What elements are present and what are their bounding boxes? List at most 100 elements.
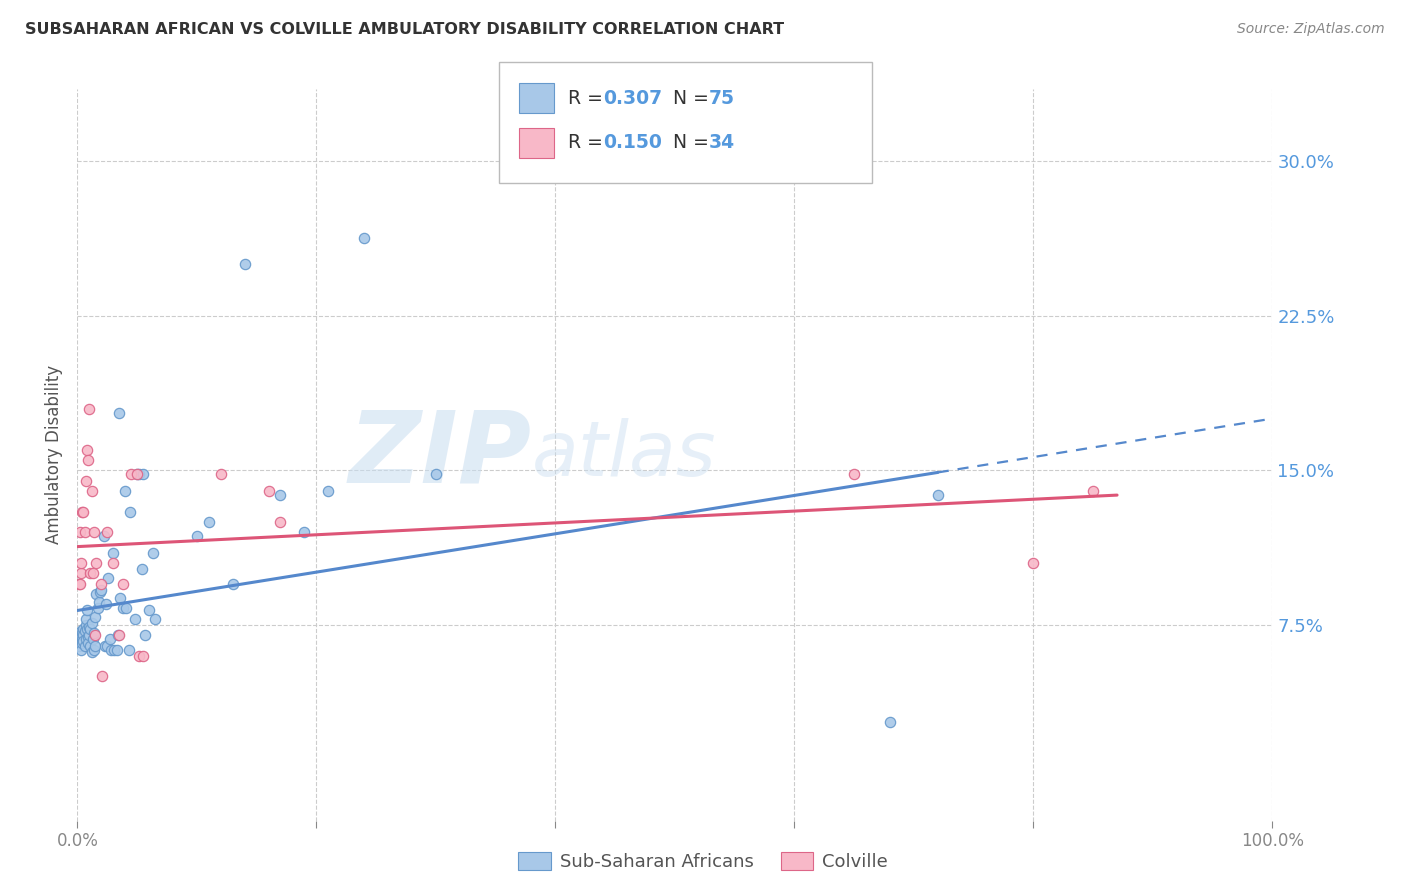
Point [84, 628, 107, 642]
Point [72, 634, 94, 648]
Point [186, 529, 208, 543]
Point [84, 639, 107, 653]
Point [67, 576, 90, 591]
Point [69, 632, 91, 647]
Point [844, 467, 866, 482]
Point [76, 622, 98, 636]
Point [115, 601, 138, 615]
Point [79, 401, 101, 416]
Point [80, 483, 103, 498]
Point [111, 601, 134, 615]
Point [75, 632, 97, 647]
Point [80, 645, 103, 659]
Point [233, 257, 256, 271]
Point [127, 467, 149, 482]
Point [138, 603, 160, 617]
Text: atlas: atlas [531, 418, 716, 491]
Point [103, 556, 124, 570]
Point [93, 529, 115, 543]
Point [79, 639, 101, 653]
Point [1083, 483, 1105, 498]
Point [73, 624, 96, 638]
Point [89, 585, 111, 599]
Text: 75: 75 [709, 88, 734, 108]
Point [70, 632, 93, 647]
Point [79, 620, 101, 634]
Point [197, 515, 219, 529]
Point [128, 467, 150, 482]
Point [98, 632, 121, 647]
Point [425, 467, 447, 482]
Point [94, 639, 117, 653]
Point [103, 546, 124, 560]
Point [73, 639, 96, 653]
Point [76, 603, 98, 617]
Point [70, 642, 93, 657]
Point [124, 612, 146, 626]
Point [83, 626, 105, 640]
Point [80, 615, 103, 630]
Text: 0.150: 0.150 [603, 133, 662, 153]
Point [82, 566, 104, 581]
Text: N =: N = [673, 133, 716, 153]
Point [90, 582, 112, 597]
Point [142, 546, 165, 560]
Text: 0.307: 0.307 [603, 88, 662, 108]
Text: ZIP: ZIP [349, 407, 531, 503]
Point [143, 612, 166, 626]
Point [70, 624, 93, 638]
Point [90, 576, 112, 591]
Point [86, 587, 108, 601]
Text: R =: R = [568, 133, 609, 153]
Point [86, 601, 108, 615]
Point [73, 525, 96, 540]
Point [110, 591, 132, 606]
Point [270, 488, 292, 502]
Point [131, 562, 153, 576]
Point [70, 630, 93, 644]
Point [79, 566, 101, 581]
Point [79, 628, 101, 642]
Point [67, 639, 90, 653]
Text: N =: N = [673, 88, 716, 108]
Point [353, 230, 375, 244]
Point [134, 628, 156, 642]
Point [69, 628, 91, 642]
Point [70, 505, 93, 519]
Point [222, 576, 245, 591]
Point [100, 642, 122, 657]
Point [111, 576, 134, 591]
Point [70, 626, 93, 640]
Point [94, 597, 117, 611]
Point [270, 515, 292, 529]
Point [83, 525, 105, 540]
Point [118, 505, 141, 519]
Point [318, 483, 340, 498]
Point [72, 622, 94, 636]
Point [105, 642, 128, 657]
Point [69, 576, 91, 591]
Point [292, 525, 315, 540]
Point [91, 669, 114, 683]
Y-axis label: Ambulatory Disability: Ambulatory Disability [45, 366, 63, 544]
Point [879, 714, 901, 729]
Point [257, 483, 280, 498]
Text: 34: 34 [709, 133, 735, 153]
Point [72, 505, 94, 519]
Point [127, 467, 149, 482]
Point [96, 525, 118, 540]
Point [75, 474, 97, 488]
Point [103, 642, 125, 657]
Point [87, 595, 110, 609]
Point [209, 467, 232, 482]
Point [108, 628, 131, 642]
Point [128, 648, 150, 663]
Point [69, 525, 91, 540]
Point [79, 622, 101, 636]
Point [70, 636, 93, 650]
Point [108, 406, 131, 420]
Point [107, 628, 129, 642]
Point [76, 442, 98, 457]
Point [70, 556, 93, 570]
Legend: Sub-Saharan Africans, Colville: Sub-Saharan Africans, Colville [510, 846, 896, 879]
